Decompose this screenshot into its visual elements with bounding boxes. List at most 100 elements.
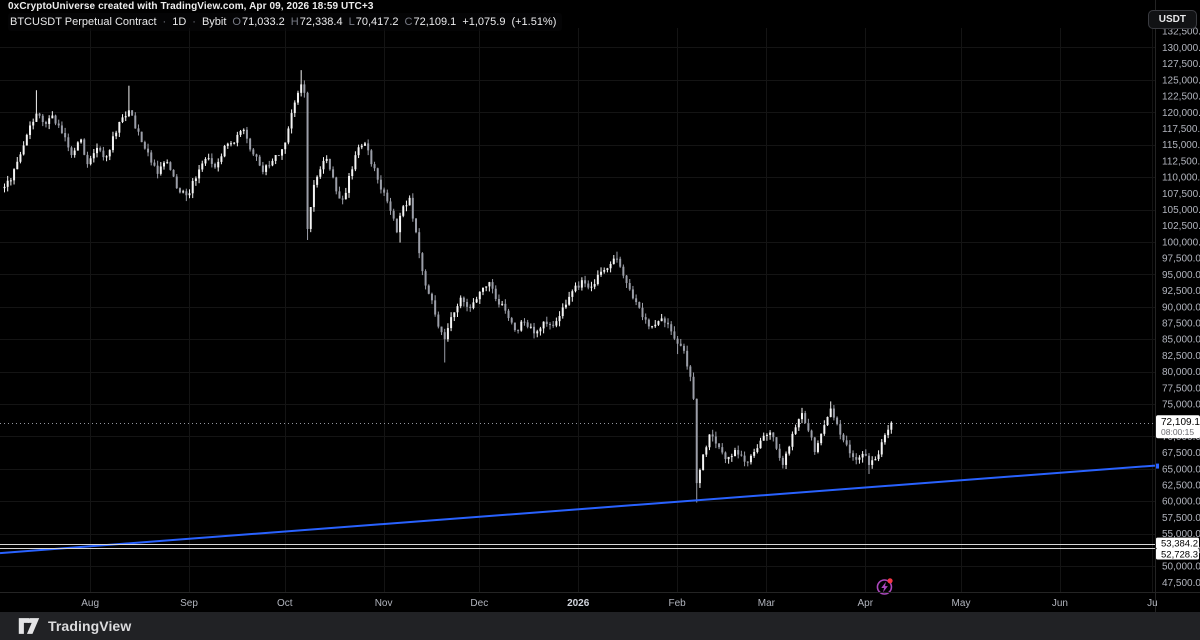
candle-body	[638, 302, 641, 308]
candle-body	[663, 318, 666, 323]
candle-body	[832, 408, 835, 418]
candle-body	[293, 102, 296, 114]
candle-body	[730, 456, 733, 458]
currency-toggle-button[interactable]: USDT	[1147, 10, 1197, 29]
candle-body	[874, 459, 877, 461]
candle-body	[485, 286, 488, 288]
candle-body	[765, 434, 768, 436]
candle-body	[501, 303, 504, 305]
ohlc-open: O 71,033.2	[232, 16, 285, 28]
candle-body	[867, 455, 870, 465]
price-tick-label: 67,500.0	[1162, 448, 1200, 459]
time-tick-label: May	[952, 598, 971, 609]
candle-body	[536, 331, 539, 334]
candle-body	[574, 285, 577, 292]
candle-body	[335, 177, 338, 192]
candle-body	[357, 147, 360, 156]
candle-body	[274, 155, 277, 161]
candle-body	[801, 413, 803, 420]
candle-body	[25, 134, 28, 146]
candle-body	[804, 413, 807, 423]
trendline-drawing[interactable]	[0, 464, 1156, 555]
candle-body	[13, 169, 16, 181]
candle-body	[864, 453, 867, 456]
candle-body	[702, 454, 705, 470]
candle-body	[482, 287, 484, 292]
price-tick-label: 130,000.0	[1162, 43, 1200, 54]
candle-body	[743, 455, 746, 462]
candle-body	[252, 149, 255, 155]
candle-body	[533, 326, 536, 334]
candle-body	[443, 332, 446, 340]
candle-body	[450, 317, 453, 329]
candle-body	[223, 145, 226, 157]
candle-body	[622, 266, 625, 276]
events-lightning-icon[interactable]	[876, 578, 893, 595]
candle-body	[513, 322, 516, 331]
candle-body	[529, 326, 532, 328]
candle-body	[370, 150, 373, 165]
candle-body	[156, 165, 159, 174]
candle-body	[542, 321, 545, 329]
candle-body	[360, 145, 363, 148]
tradingview-logo-link[interactable]: TradingView	[18, 617, 131, 635]
candlestick-chart[interactable]: 47,500.050,000.052,500.055,000.057,500.0…	[0, 0, 1200, 612]
candle-body	[679, 343, 682, 346]
candle-body	[615, 258, 618, 260]
price-tick-label: 120,000.0	[1162, 108, 1200, 119]
time-tick-label: Ju	[1147, 598, 1158, 609]
symbol-legend[interactable]: BTCUSDT Perpetual Contract · 1D · Bybit …	[8, 13, 563, 31]
candle-body	[510, 318, 513, 323]
candle-body	[772, 432, 775, 438]
candle-body	[871, 460, 874, 465]
candle-body	[437, 314, 440, 327]
candle-body	[175, 176, 178, 189]
ohlc-high: H 72,338.4	[290, 16, 343, 28]
symbol-title[interactable]: BTCUSDT Perpetual Contract	[10, 16, 157, 28]
candle-body	[239, 131, 242, 135]
candle-body	[861, 453, 864, 458]
price-tick-label: 95,000.0	[1162, 270, 1200, 281]
interval-label[interactable]: 1D	[172, 16, 187, 28]
candle-body	[453, 312, 456, 318]
candle-body	[762, 435, 765, 441]
candle-body	[127, 110, 130, 117]
candle-body	[236, 134, 239, 143]
candle-body	[383, 189, 386, 193]
candle-body	[191, 180, 194, 194]
candle-body	[670, 324, 673, 332]
price-axis[interactable]: 47,500.050,000.052,500.055,000.057,500.0…	[1162, 27, 1200, 589]
candle-body	[689, 366, 692, 377]
candle-body	[408, 197, 411, 206]
time-tick-label: Sep	[180, 598, 198, 609]
candles	[3, 70, 893, 503]
candle-body	[737, 450, 740, 455]
candle-body	[159, 166, 162, 174]
candle-body	[198, 169, 201, 179]
candle-body	[105, 156, 108, 158]
candle-body	[76, 142, 79, 151]
price-tick-label: 77,500.0	[1162, 383, 1200, 394]
legend-separator: ·	[162, 16, 167, 28]
candle-body	[22, 145, 25, 155]
price-tick-label: 75,000.0	[1162, 400, 1200, 411]
candle-body	[73, 150, 76, 156]
candle-body	[682, 345, 685, 351]
candle-body	[459, 297, 462, 307]
candle-body	[823, 425, 826, 434]
candle-body	[402, 206, 405, 216]
candle-body	[415, 218, 418, 233]
candle-body	[217, 161, 220, 168]
candle-body	[99, 147, 102, 151]
price-tick-label: 62,500.0	[1162, 481, 1200, 492]
candle-body	[44, 122, 47, 124]
price-tick-label: 80,000.0	[1162, 367, 1200, 378]
candle-body	[711, 434, 714, 437]
candle-body	[606, 268, 609, 270]
candle-body	[281, 149, 284, 156]
candle-body	[344, 192, 347, 200]
candle-body	[166, 162, 169, 164]
time-axis[interactable]: Aug Sep Oct Nov Dec 2026 Feb Mar Apr May Jun Ju	[81, 598, 1157, 609]
candle-body	[813, 437, 816, 452]
candle-body	[258, 156, 261, 166]
